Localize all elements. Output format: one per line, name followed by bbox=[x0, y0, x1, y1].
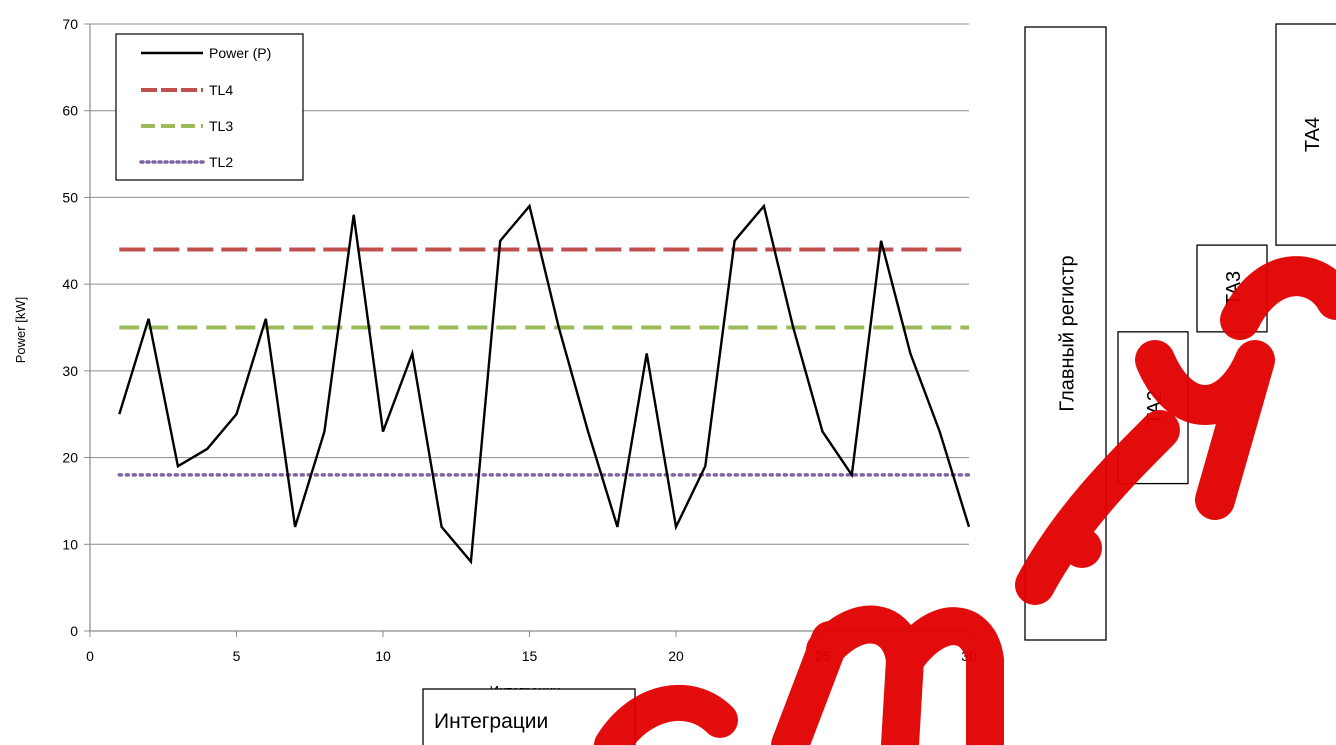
legend-label-tl2: TL2 bbox=[209, 154, 233, 170]
register-box-label: Главный регистр bbox=[1057, 255, 1079, 411]
legend-label-tl3: TL3 bbox=[209, 118, 233, 134]
legend: Power (P) TL4 TL3 TL2 bbox=[115, 33, 304, 181]
x-tick-label: 5 bbox=[233, 648, 241, 664]
y-tick-label: 50 bbox=[62, 189, 78, 205]
legend-box bbox=[115, 33, 304, 181]
x-tick-label: 20 bbox=[668, 648, 684, 664]
legend-label-tl4: TL4 bbox=[209, 82, 233, 98]
series-lines bbox=[117, 203, 971, 565]
x-tick-label: 10 bbox=[375, 648, 391, 664]
register-box-label: TA4 bbox=[1302, 117, 1324, 152]
register-box bbox=[1275, 23, 1336, 246]
y-tick-label: 30 bbox=[62, 363, 78, 379]
x-tick-label: 0 bbox=[86, 648, 94, 664]
y-tick-label: 70 bbox=[62, 16, 78, 32]
x-axis-title: Интеграции bbox=[434, 710, 548, 733]
y-tick-label: 40 bbox=[62, 276, 78, 292]
y-tick-label: 0 bbox=[70, 623, 78, 639]
y-tick-labels: 0 10 20 30 40 50 60 70 bbox=[62, 16, 78, 639]
y-tick-label: 60 bbox=[62, 103, 78, 119]
watermark bbox=[594, 256, 1336, 745]
y-tick-label: 10 bbox=[62, 536, 78, 552]
y-axis-title: Power [kW] bbox=[13, 297, 28, 363]
power-line bbox=[118, 203, 971, 565]
legend-label-power: Power (P) bbox=[209, 45, 271, 61]
y-tick-label: 20 bbox=[62, 450, 78, 466]
x-tick-label: 15 bbox=[522, 648, 538, 664]
